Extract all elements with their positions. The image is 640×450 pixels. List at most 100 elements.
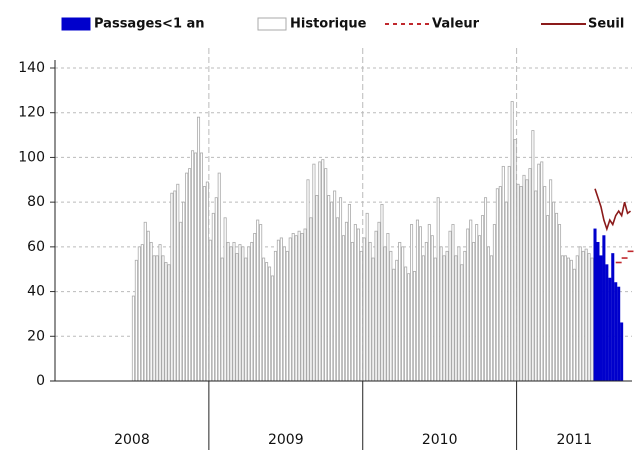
bar: [498, 186, 502, 382]
bar: [191, 150, 195, 382]
bar: [510, 101, 514, 382]
bar: [531, 130, 535, 382]
y-tick-label: 40: [27, 284, 45, 300]
bar: [131, 295, 135, 382]
y-tick-label: 140: [18, 60, 45, 76]
bar: [140, 244, 144, 382]
bar: [407, 273, 411, 382]
bar: [211, 212, 215, 382]
x-group-label: 2009: [268, 432, 304, 448]
bar: [226, 241, 230, 382]
bar: [279, 237, 283, 382]
bar: [504, 201, 508, 382]
legend-swatch: [257, 17, 287, 31]
bar: [602, 235, 606, 382]
bar: [543, 186, 547, 382]
bar: [596, 241, 600, 382]
bar: [492, 224, 496, 382]
bar: [575, 255, 579, 382]
bar: [472, 241, 476, 382]
bar: [229, 246, 233, 382]
bar: [608, 277, 612, 382]
bar: [300, 233, 304, 382]
bar: [199, 152, 203, 382]
bar: [232, 241, 236, 382]
legend-label: Passages<1 an: [94, 17, 205, 32]
bar: [436, 197, 440, 382]
bar: [605, 264, 609, 382]
bar: [359, 250, 363, 382]
bar: [460, 264, 464, 382]
bar: [143, 221, 147, 382]
bar: [412, 271, 417, 382]
bar: [587, 253, 591, 382]
bar: [270, 275, 275, 382]
bar: [205, 181, 209, 382]
bar: [486, 246, 491, 382]
bar: [599, 255, 603, 382]
bar: [418, 226, 422, 382]
bar: [478, 235, 482, 382]
bar: [549, 179, 553, 382]
bar: [371, 257, 375, 382]
bar: [469, 219, 473, 382]
bar: [578, 246, 582, 382]
bar: [306, 179, 310, 382]
bar: [321, 159, 325, 382]
bar: [392, 268, 396, 382]
legend-label: Valeur: [432, 17, 480, 32]
bar: [158, 244, 162, 382]
bar: [495, 188, 499, 382]
bar: [484, 197, 488, 382]
bar: [401, 246, 405, 382]
x-group-label: 2010: [422, 432, 458, 448]
bar: [173, 190, 177, 382]
bar: [552, 201, 556, 382]
bar: [155, 255, 159, 382]
legend-swatch: [61, 17, 91, 31]
bar: [288, 237, 292, 382]
bar: [439, 246, 443, 382]
bar: [250, 241, 254, 382]
bar: [546, 215, 550, 382]
bar: [569, 259, 573, 382]
bar: [415, 219, 419, 382]
line: [594, 188, 632, 232]
bar: [463, 250, 467, 382]
bar: [356, 228, 360, 382]
bar: [182, 201, 186, 382]
legend-label: Seuil: [588, 17, 624, 32]
bar: [327, 195, 331, 382]
bar: [297, 230, 301, 382]
bar: [566, 257, 570, 382]
bar: [466, 228, 470, 382]
bar: [247, 246, 251, 382]
bar: [448, 230, 452, 382]
bar: [185, 172, 189, 382]
bar: [291, 233, 295, 382]
bar: [339, 197, 343, 382]
bar: [501, 165, 505, 382]
bar: [563, 255, 567, 382]
bar: [430, 235, 434, 382]
bar: [617, 286, 621, 382]
bar: [620, 322, 624, 382]
bar: [424, 241, 428, 382]
bar: [336, 217, 340, 382]
bar: [134, 259, 138, 382]
bar: [451, 224, 455, 382]
bar: [333, 190, 337, 382]
bar: [519, 186, 523, 382]
bar: [217, 172, 221, 382]
bar: [593, 228, 597, 382]
bar: [188, 168, 192, 382]
bar: [525, 179, 529, 382]
bar: [312, 163, 316, 382]
y-tick-label: 0: [36, 373, 45, 389]
bar: [368, 241, 372, 382]
bar: [164, 262, 168, 382]
bar: [590, 257, 594, 382]
bar: [179, 221, 183, 382]
bar: [410, 224, 414, 382]
legend-label: Historique: [290, 17, 367, 32]
